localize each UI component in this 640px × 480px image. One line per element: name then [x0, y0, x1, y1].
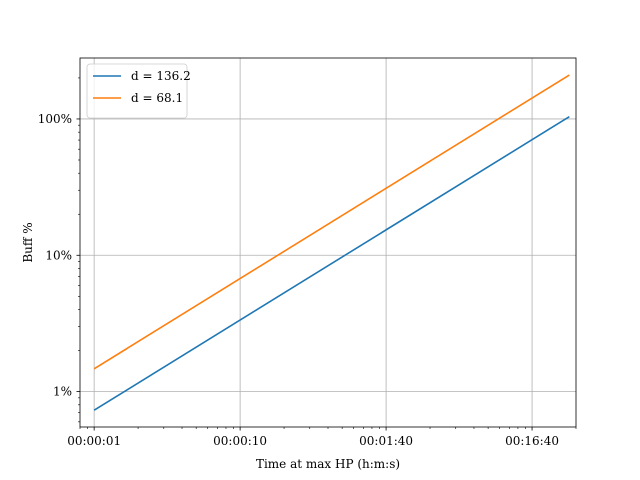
legend-label-1: d = 136.2	[131, 69, 191, 83]
x-tick-label: 00:00:10	[213, 434, 267, 448]
x-tick-label: 00:16:40	[505, 434, 559, 448]
series-line-2	[93, 74, 570, 370]
y-tick-label: 10%	[45, 248, 72, 262]
x-tick-label: 00:00:01	[67, 434, 121, 448]
y-tick-label: 1%	[53, 385, 72, 399]
x-axis-label: Time at max HP (h:m:s)	[256, 457, 400, 471]
series-line-1	[93, 115, 570, 411]
legend-label-2: d = 68.1	[131, 91, 183, 105]
x-tick-label: 00:01:40	[359, 434, 413, 448]
grid-layer	[80, 58, 576, 427]
legend: d = 136.2 d = 68.1	[86, 63, 191, 119]
y-tick-label: 100%	[38, 112, 72, 126]
y-axis-label: Buff %	[21, 222, 35, 262]
series-layer	[93, 74, 570, 411]
tick-layer: 00:00:01 00:00:10 00:01:40 00:16:40 1% 10% 100…	[38, 77, 577, 448]
legend-box	[86, 63, 188, 119]
